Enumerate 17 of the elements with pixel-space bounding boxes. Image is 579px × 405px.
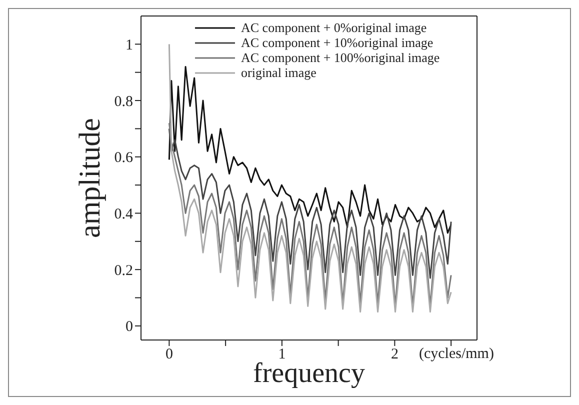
y-tick-label: 0.8 [114,94,133,110]
y-tick-label: 0.6 [114,150,134,166]
y-tick-label: 0.2 [114,262,133,279]
line-series [168,128,452,279]
text: (cycles/mm) [419,346,494,363]
y-axis-title: amplitude [74,118,107,238]
y-tick-label: 0 [126,319,133,336]
legend-label: AC component + 100%original image [241,50,440,65]
x-tick-label: 2 [390,346,398,363]
y-tick-label: 1 [126,38,133,54]
x-tick-label: 0 [165,346,173,363]
legend-label: AC component + 0%original image [241,20,427,35]
legend-label: AC component + 10%original image [241,35,434,50]
y-tick-label: 0.4 [114,206,134,223]
line-series [168,122,452,307]
line-series [168,66,452,234]
legend-label: original image [241,65,316,80]
